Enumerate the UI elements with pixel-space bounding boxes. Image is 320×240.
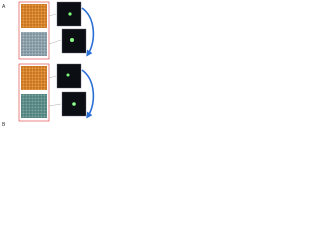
- frame: [18, 1, 50, 60]
- spot: [72, 102, 76, 106]
- panel-a: [18, 1, 95, 60]
- spot: [68, 12, 72, 16]
- micrograph: [21, 66, 47, 90]
- micrograph: [21, 32, 47, 56]
- fluorescence: [61, 28, 87, 54]
- spot: [70, 38, 74, 42]
- connector: [48, 75, 57, 79]
- micrograph: [21, 94, 47, 118]
- connector: [48, 13, 57, 17]
- figure: A B: [2, 1, 95, 128]
- fluorescence: [56, 1, 82, 27]
- arrow: [81, 7, 95, 57]
- arrow: [81, 69, 95, 119]
- panel-label: B: [2, 122, 6, 128]
- connector: [48, 103, 62, 107]
- panel-b: [18, 63, 95, 122]
- spot: [66, 73, 70, 77]
- connector: [48, 39, 62, 45]
- frame: [18, 63, 50, 122]
- panel-label: A: [2, 4, 6, 10]
- micrograph: [21, 4, 47, 28]
